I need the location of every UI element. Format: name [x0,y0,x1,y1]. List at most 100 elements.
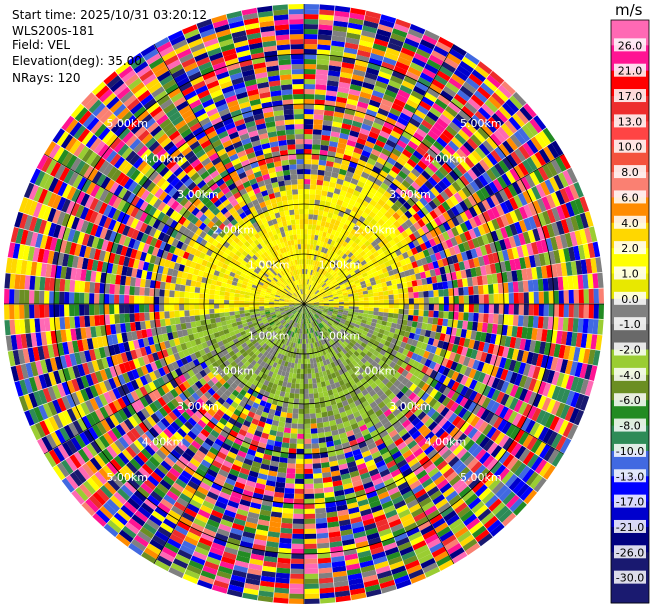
range-gate [291,553,304,559]
range-gate [366,67,380,76]
range-gate [332,235,338,242]
range-gate [324,259,329,265]
range-gate [543,304,549,317]
range-gate [334,266,340,273]
range-gate [495,228,504,241]
range-gate [321,134,331,141]
range-gate [285,417,292,424]
range-gate [555,156,567,172]
range-gate [437,151,449,163]
range-gate [308,285,312,290]
range-gate [408,268,415,276]
range-gate [337,263,343,269]
range-gate [362,253,369,260]
range-gate [336,255,342,262]
range-gate [441,61,456,74]
range-gate [419,242,428,251]
range-gate [478,294,484,304]
range-gate [406,281,413,288]
range-gate [368,254,376,261]
range-gate [370,247,377,254]
range-gate [329,269,334,275]
range-gate [318,297,324,301]
range-gate [344,149,354,157]
range-gate [419,100,432,111]
range-gate [368,99,381,108]
range-gate [313,239,318,246]
range-gate [568,304,574,318]
range-gate [408,233,417,242]
range-gate [565,201,575,217]
range-gate [363,297,369,301]
range-gate [449,155,460,167]
range-gate [360,269,367,275]
range-gate [446,208,456,219]
range-gate [346,139,357,147]
range-gate [397,116,409,127]
range-gate [534,151,547,166]
range-gate [372,90,385,99]
range-gate [312,297,318,300]
range-gate [570,200,580,216]
range-gate [385,116,397,126]
range-gate [327,150,336,158]
range-gate [357,234,365,241]
range-gate [342,290,348,294]
range-gate [399,271,406,278]
range-gate [362,263,369,269]
range-gate [528,304,534,316]
range-gate [421,225,430,234]
range-gate [320,289,325,294]
range-gate [316,417,323,424]
range-gate [307,264,311,270]
range-gate [463,295,469,304]
range-gate [424,166,435,177]
range-gate [434,216,443,227]
range-gate [463,304,469,313]
range-gate [447,184,458,195]
range-gate [486,136,498,150]
range-gate [336,215,343,222]
range-gate [481,103,495,117]
range-gate [549,176,560,192]
range-gate [453,69,469,82]
range-gate [504,225,514,238]
range-gate [307,368,312,374]
range-gate [501,173,512,187]
range-gate [333,208,340,216]
range-gate [408,292,414,299]
range-gate [315,194,321,201]
range-gate [287,458,296,464]
range-gate [510,151,522,165]
range-gate [290,433,298,439]
range-gate [482,156,494,169]
range-gate [339,76,352,84]
range-gate [459,232,468,243]
range-gate [332,25,348,33]
range-gate [417,76,431,88]
range-gate [317,256,322,262]
range-gate [319,225,325,232]
range-gate [351,241,358,249]
range-gate [341,287,347,292]
range-gate [451,226,460,237]
range-gate [304,478,314,484]
range-gate [433,310,439,318]
range-gate [465,77,480,90]
range-gate [339,283,346,288]
range-gate [304,244,307,250]
range-gate [500,201,510,215]
range-gate [463,286,469,296]
range-gate [351,151,361,160]
range-gate [317,34,332,41]
range-gate [356,137,367,146]
range-gate [366,270,373,276]
range-gate [426,59,441,70]
range-gate [423,304,429,311]
range-gate [331,252,337,258]
range-gate [346,258,353,264]
range-gate [431,78,446,90]
range-gate [304,553,318,559]
range-gate [354,59,369,68]
range-gate [304,54,317,60]
